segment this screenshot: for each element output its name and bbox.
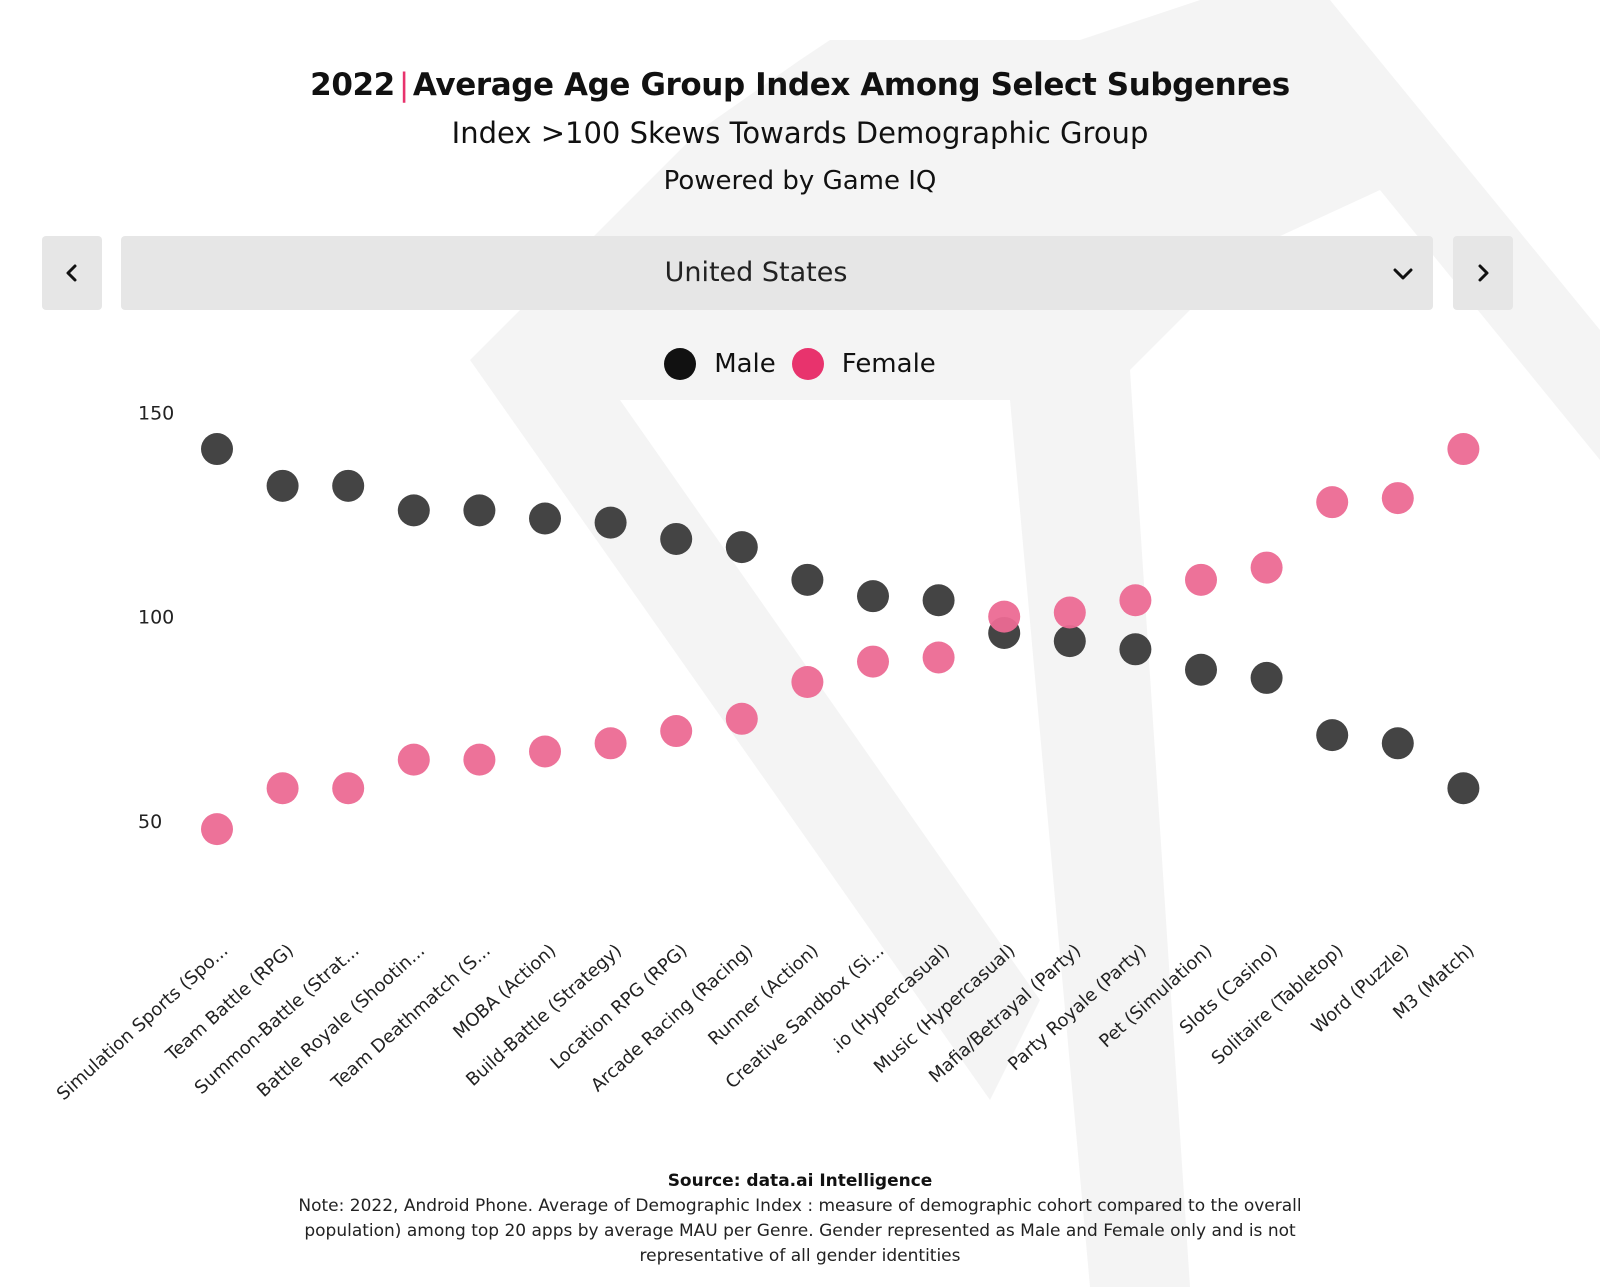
title-separator: | (398, 67, 409, 103)
female-data-point (266, 772, 299, 805)
chevron-left-icon (66, 264, 77, 282)
female-data-point (201, 813, 233, 846)
y-tick-label: 50 (138, 811, 162, 833)
legend-swatch-female (791, 348, 824, 380)
male-data-point (1447, 772, 1480, 805)
title-year: 2022 (310, 67, 395, 103)
footnote-text: Note: 2022, Android Phone. Average of De… (298, 1196, 1302, 1266)
powered-by-label: Powered by Game IQ (663, 166, 937, 196)
male-data-point (594, 506, 627, 539)
female-data-point (463, 743, 496, 776)
male-data-point (1381, 727, 1414, 760)
country-dropdown[interactable]: United States (121, 236, 1433, 310)
chevron-right-icon (1478, 264, 1489, 282)
male-data-point (922, 584, 955, 617)
title-text: Average Age Group Index Among Select Sub… (412, 67, 1290, 103)
male-data-point (857, 580, 889, 613)
male-data-point (397, 494, 430, 527)
female-data-point (988, 600, 1021, 633)
chart-legend: Male Female (0, 348, 1600, 380)
male-data-point (529, 502, 561, 535)
female-data-point (332, 772, 365, 805)
female-data-point (857, 645, 889, 678)
male-data-point (332, 469, 365, 502)
source-label: Source: data.ai Intelligence (667, 1171, 933, 1191)
x-tick-label: .io (Hypercasual) (826, 940, 954, 1058)
male-data-point (1316, 719, 1349, 752)
female-data-point (922, 641, 955, 674)
female-data-point (725, 702, 758, 735)
female-data-point (791, 666, 824, 698)
female-data-point (1316, 486, 1349, 519)
chart-footer: Source: data.ai Intelligence Note: 2022,… (0, 1168, 1600, 1269)
female-data-point (1119, 584, 1152, 617)
male-data-point (266, 469, 299, 502)
female-data-point (1053, 596, 1086, 629)
country-dropdown-value: United States (664, 257, 848, 288)
female-data-point (1381, 482, 1414, 515)
x-tick-label: Runner (Action) (704, 940, 822, 1050)
male-data-point (1250, 661, 1283, 694)
x-tick-label: Pet (Simulation) (1095, 940, 1216, 1052)
y-tick-label: 100 (138, 607, 174, 629)
male-data-point (1053, 625, 1086, 658)
female-data-point (1185, 563, 1217, 596)
female-data-point (1447, 433, 1480, 466)
female-data-point (1250, 551, 1283, 584)
female-data-point (397, 743, 430, 776)
legend-item-male[interactable]: Male (664, 348, 776, 380)
next-button[interactable] (1453, 236, 1513, 310)
male-data-point (660, 522, 693, 555)
legend-label-male: Male (714, 349, 776, 379)
female-data-point (529, 735, 561, 768)
legend-label-female: Female (841, 349, 936, 379)
previous-button[interactable] (42, 236, 102, 310)
male-data-point (1185, 653, 1217, 686)
male-data-point (791, 563, 824, 596)
female-data-point (660, 715, 693, 748)
chart-header: 2022 | Average Age Group Index Among Selec… (0, 62, 1600, 204)
legend-swatch-male (664, 348, 697, 380)
y-tick-label: 150 (138, 402, 174, 424)
male-data-point (201, 433, 233, 466)
male-data-point (725, 531, 758, 564)
chart-title: 2022 | Average Age Group Index Among Selec… (0, 62, 1600, 108)
male-data-point (463, 494, 496, 527)
male-data-point (1119, 633, 1152, 666)
legend-item-female[interactable]: Female (791, 348, 936, 380)
female-data-point (594, 727, 627, 760)
chevron-down-icon (1393, 268, 1413, 280)
chart-subtitle: Index >100 Skews Towards Demographic Gro… (451, 116, 1149, 150)
